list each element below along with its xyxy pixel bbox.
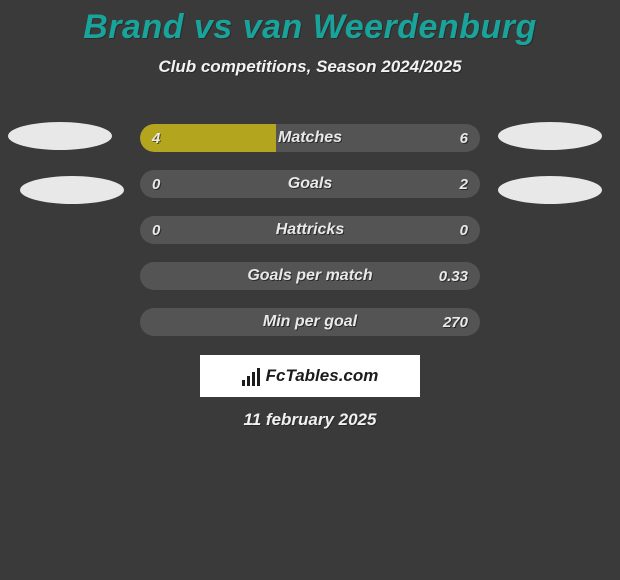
- stat-label: Goals per match: [140, 262, 480, 290]
- page-subtitle: Club competitions, Season 2024/2025: [0, 57, 620, 77]
- stat-row-goals-per-match: Goals per match 0.33: [140, 262, 480, 290]
- player-left-blob-1: [8, 122, 112, 150]
- page-title: Brand vs van Weerdenburg: [0, 0, 620, 47]
- date-line: 11 february 2025: [0, 410, 620, 430]
- stat-row-goals: 0 Goals 2: [140, 170, 480, 198]
- stat-label: Matches: [140, 124, 480, 152]
- player-right-blob-2: [498, 176, 602, 204]
- source-logo: FcTables.com: [200, 355, 420, 397]
- bar-chart-icon: [242, 366, 260, 386]
- player-right-blob-1: [498, 122, 602, 150]
- stat-right-value: 2: [460, 170, 468, 198]
- comparison-card: Brand vs van Weerdenburg Club competitio…: [0, 0, 620, 580]
- stat-right-value: 270: [443, 308, 468, 336]
- stat-right-value: 0: [460, 216, 468, 244]
- stat-row-hattricks: 0 Hattricks 0: [140, 216, 480, 244]
- stat-label: Min per goal: [140, 308, 480, 336]
- stat-row-min-per-goal: Min per goal 270: [140, 308, 480, 336]
- stat-row-matches: 4 Matches 6: [140, 124, 480, 152]
- stat-right-value: 0.33: [439, 262, 468, 290]
- stat-label: Hattricks: [140, 216, 480, 244]
- player-left-blob-2: [20, 176, 124, 204]
- stat-right-value: 6: [460, 124, 468, 152]
- source-logo-text: FcTables.com: [266, 366, 379, 386]
- stat-label: Goals: [140, 170, 480, 198]
